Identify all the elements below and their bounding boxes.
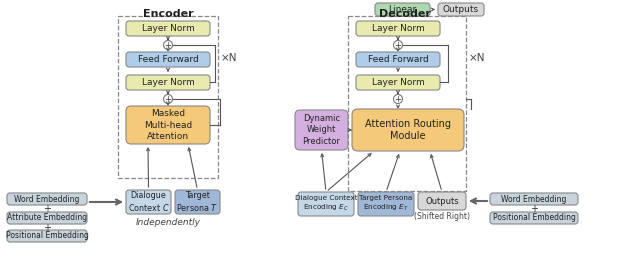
Text: Layer Norm: Layer Norm	[372, 78, 424, 87]
Circle shape	[394, 40, 403, 49]
Circle shape	[163, 94, 173, 103]
Text: Positional Embedding: Positional Embedding	[6, 231, 88, 241]
FancyBboxPatch shape	[356, 21, 440, 36]
Text: +: +	[530, 204, 538, 214]
Text: Layer Norm: Layer Norm	[141, 78, 195, 87]
Text: Dynamic
Weight
Predictor: Dynamic Weight Predictor	[303, 114, 340, 146]
Text: +: +	[395, 40, 401, 49]
FancyBboxPatch shape	[7, 193, 87, 205]
Text: Linear: Linear	[388, 5, 417, 14]
Text: ×N: ×N	[469, 53, 486, 63]
FancyBboxPatch shape	[356, 75, 440, 90]
FancyBboxPatch shape	[126, 190, 171, 214]
Bar	[118, 16, 218, 178]
Bar	[348, 16, 466, 191]
Text: Attention Routing
Module: Attention Routing Module	[365, 119, 451, 141]
Text: Feed Forward: Feed Forward	[367, 55, 428, 64]
Text: Outputs: Outputs	[425, 197, 459, 205]
FancyBboxPatch shape	[418, 192, 466, 210]
FancyBboxPatch shape	[438, 3, 484, 16]
FancyBboxPatch shape	[358, 192, 414, 216]
Text: Dialogue
Context $C$: Dialogue Context $C$	[128, 191, 170, 213]
Text: Word Embedding: Word Embedding	[14, 194, 80, 204]
Text: Target
Persona $T$: Target Persona $T$	[177, 191, 218, 213]
Text: Target Persona
Encoding $E_T$: Target Persona Encoding $E_T$	[360, 195, 413, 213]
FancyBboxPatch shape	[126, 75, 210, 90]
Text: Dialogue Context
Encoding $E_C$: Dialogue Context Encoding $E_C$	[294, 195, 357, 213]
Text: +: +	[395, 94, 401, 103]
Text: +: +	[43, 204, 51, 214]
Text: Decoder: Decoder	[379, 9, 431, 19]
FancyBboxPatch shape	[175, 190, 220, 214]
FancyBboxPatch shape	[490, 193, 578, 205]
FancyBboxPatch shape	[490, 212, 578, 224]
Text: Independently: Independently	[136, 218, 200, 227]
Text: Attribute Embedding: Attribute Embedding	[7, 214, 87, 222]
Text: Feed Forward: Feed Forward	[138, 55, 198, 64]
FancyBboxPatch shape	[126, 21, 210, 36]
FancyBboxPatch shape	[356, 52, 440, 67]
Circle shape	[394, 94, 403, 103]
FancyBboxPatch shape	[298, 192, 354, 216]
FancyBboxPatch shape	[7, 212, 87, 224]
Text: (Shifted Right): (Shifted Right)	[414, 212, 470, 221]
Text: Positional Embedding: Positional Embedding	[493, 214, 575, 222]
Text: Word Embedding: Word Embedding	[501, 194, 566, 204]
FancyBboxPatch shape	[352, 109, 464, 151]
Text: Layer Norm: Layer Norm	[141, 24, 195, 33]
Text: Outputs: Outputs	[443, 5, 479, 14]
Text: ×N: ×N	[221, 53, 237, 63]
FancyBboxPatch shape	[375, 3, 430, 16]
Circle shape	[163, 40, 173, 49]
Text: +: +	[164, 40, 172, 49]
FancyBboxPatch shape	[126, 106, 210, 144]
Text: Masked
Multi-head
Attention: Masked Multi-head Attention	[144, 109, 192, 141]
FancyBboxPatch shape	[295, 110, 348, 150]
Text: Encoder: Encoder	[143, 9, 193, 19]
Text: +: +	[164, 94, 172, 103]
Text: Layer Norm: Layer Norm	[372, 24, 424, 33]
Text: +: +	[43, 223, 51, 233]
FancyBboxPatch shape	[126, 52, 210, 67]
FancyBboxPatch shape	[7, 230, 87, 242]
